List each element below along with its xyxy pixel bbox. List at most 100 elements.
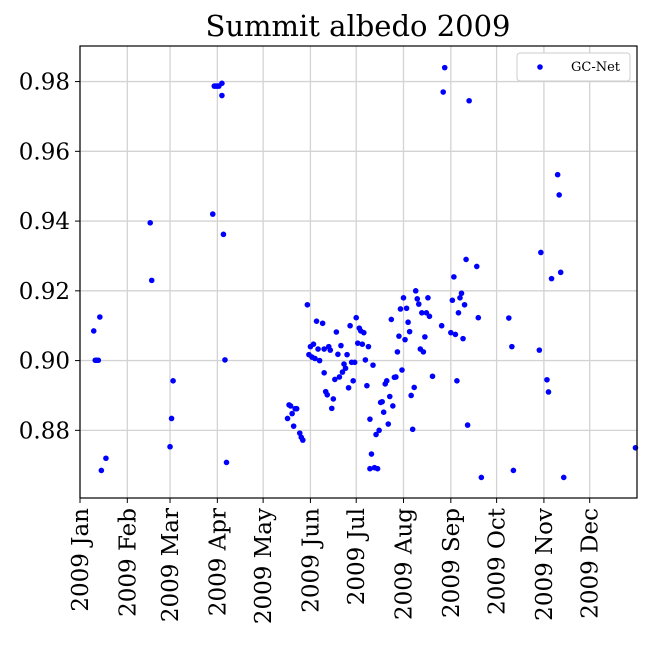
data-point [402,336,408,343]
data-point [411,384,418,391]
data-point [405,319,411,326]
data-point [359,341,366,347]
data-point [287,403,294,409]
data-point [321,369,327,376]
data-point [284,415,291,422]
plot-area-frame [79,45,638,499]
data-point [548,275,555,282]
x-tick-label: 2009 Jun [298,508,324,613]
data-point [293,405,300,412]
data-point [324,391,331,398]
data-point [556,192,562,198]
x-tick-label: 2009 Jan [68,508,94,612]
data-point [536,347,543,353]
data-point [441,64,448,71]
data-point [438,322,445,329]
data-point [399,367,405,373]
data-point [313,318,320,324]
data-point [332,376,338,383]
data-point [394,349,401,355]
y-tick-label: 0.98 [19,70,70,96]
x-tick-label: 2009 Aug [392,508,418,620]
data-point [386,393,393,400]
data-point [406,328,413,335]
data-point [374,465,381,472]
data-point [98,467,105,474]
legend-box [516,52,631,82]
legend-marker [537,64,543,70]
data-point [336,374,343,380]
data-point [458,290,465,297]
data-point [304,301,311,308]
data-point [457,295,463,301]
data-point [290,423,297,429]
data-point [347,322,353,329]
data-point [463,256,469,263]
data-point [380,409,387,416]
data-point [440,89,446,95]
data-points [90,64,639,481]
data-point [461,301,468,308]
data-point [219,80,225,87]
data-point [460,335,466,342]
y-tick-label: 0.94 [19,209,70,235]
data-point [148,277,155,284]
data-point [464,422,471,428]
y-tick-label: 0.92 [19,279,70,305]
data-point [403,305,410,312]
data-point [475,314,482,321]
data-point [219,92,225,99]
data-point [345,384,352,391]
data-point [361,329,367,336]
data-point [103,455,109,462]
data-point [557,269,564,276]
data-point [370,362,376,368]
data-point [451,274,457,280]
data-point [289,410,295,417]
data-point [328,405,335,412]
data-point [397,306,404,312]
data-point [454,378,460,384]
data-point [350,378,356,384]
x-axis: 2009 Jan 2009 Feb 2009 Mar 2009 Apr 2009 May… [68,498,604,624]
data-point [455,310,462,316]
data-point [147,220,153,226]
data-point [478,474,485,481]
legend[interactable]: GC-Net [516,52,631,82]
data-point [170,378,176,384]
chart-title: Summit albedo 2009 [205,9,510,43]
data-point [420,349,427,355]
x-tick-label: 2009 Nov [532,508,558,621]
data-point [419,310,425,316]
data-point [310,341,317,347]
x-tick-label: 2009 Sep [439,508,465,618]
data-point [554,171,561,178]
x-tick-label: 2009 Feb [115,508,141,617]
x-tick-label: 2009 May [251,508,277,624]
data-point [321,346,327,352]
data-point [315,346,321,352]
data-point [342,365,349,372]
data-point [367,416,373,422]
data-point [95,357,102,364]
data-point [400,295,407,301]
data-point [422,334,428,340]
data-point [379,398,385,405]
data-point [373,431,379,438]
y-tick-label: 0.88 [19,418,70,444]
data-point [319,320,326,327]
data-point [167,443,173,450]
data-point [560,474,567,481]
data-point [466,97,472,104]
legend-label: GC-Net [571,60,621,75]
data-point [339,369,346,375]
data-point [97,314,103,320]
grid [79,46,637,498]
x-tick-label: 2009 Dec [578,508,604,619]
data-point [209,211,216,217]
data-point [545,389,552,395]
data-point [412,288,419,294]
data-point [506,315,512,321]
